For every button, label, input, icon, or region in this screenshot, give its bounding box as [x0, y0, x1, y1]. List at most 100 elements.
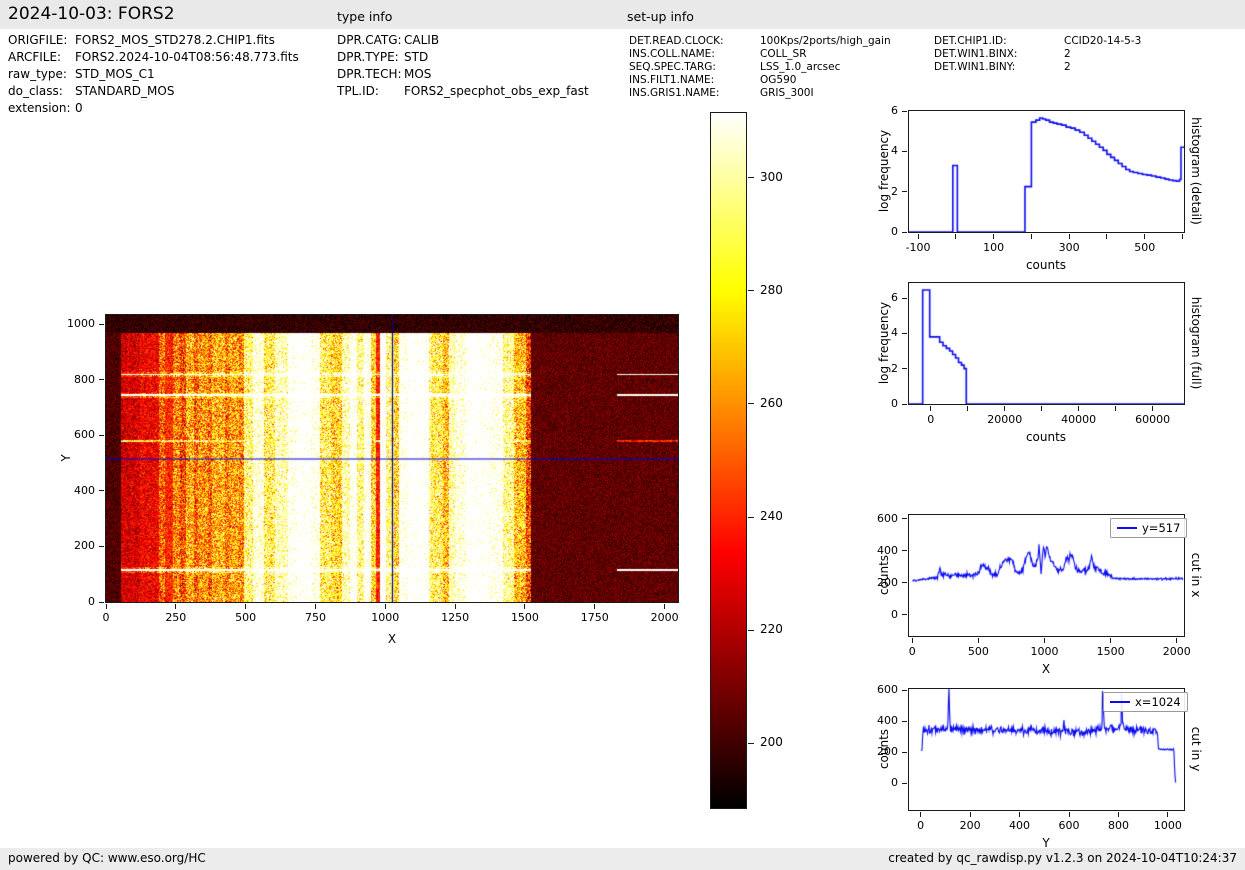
x-minor-tick-mark: [1041, 406, 1043, 411]
histogram-full-side-label: histogram (full): [1189, 296, 1203, 390]
histogram-detail-frame: [907, 109, 1185, 233]
colorbar-tick-mark: [748, 177, 754, 179]
cut-in-x-side-label: cut in x: [1189, 552, 1203, 598]
setup-info-value: 100Kps/2ports/high_gain: [760, 35, 891, 47]
file-info-value: FORS2_MOS_STD278.2.CHIP1.fits: [75, 33, 275, 47]
y-tick-label: 6: [891, 291, 898, 304]
raw-image-canvas: [105, 314, 678, 602]
cut-in-y-legend-label: x=1024: [1135, 695, 1181, 709]
colorbar-tick-label: 300: [760, 169, 783, 184]
colorbar-tick-label: 240: [760, 509, 783, 523]
x-tick-label: 60000: [1135, 413, 1171, 426]
setup-info-label: DET.CHIP1.ID:: [934, 35, 1007, 47]
y-tick-mark: [902, 614, 907, 616]
y-tick-mark: [99, 434, 104, 436]
x-tick-label: 800: [1107, 819, 1129, 832]
x-tick-mark: [911, 638, 913, 643]
y-tick-mark: [902, 231, 907, 233]
y-tick-mark: [902, 518, 907, 520]
cut-in-y-side-label: cut in y: [1189, 726, 1203, 772]
y-tick-label: 1000: [67, 317, 95, 331]
y-tick-label: 4: [891, 144, 898, 158]
x-tick-mark: [917, 234, 919, 239]
x-tick-label: 0: [917, 819, 925, 832]
y-tick-label: 2: [891, 184, 898, 198]
type-info-heading: type info: [337, 9, 393, 24]
y-tick-mark: [902, 110, 907, 112]
x-tick-label: 20000: [987, 413, 1023, 426]
footer-powered-by: powered by QC: www.eso.org/HC: [8, 851, 206, 865]
footer-created-by: created by qc_rawdisp.py v1.2.3 on 2024-…: [888, 851, 1237, 865]
y-tick-mark: [902, 403, 907, 405]
x-tick-mark: [1044, 638, 1046, 643]
y-tick-label: 800: [74, 372, 95, 386]
y-tick-label: 2: [891, 361, 898, 375]
setup-info-value: 2: [1064, 48, 1071, 60]
y-tick-label: 4: [891, 326, 898, 340]
y-tick-mark: [99, 490, 104, 492]
y-tick-mark: [902, 150, 907, 152]
x-tick-mark: [175, 604, 177, 609]
x-tick-label: -100: [905, 241, 931, 254]
type-info-label: DPR.TYPE:: [337, 50, 399, 64]
x-tick-mark: [454, 604, 456, 609]
x-tick-label: 2000: [1162, 645, 1191, 658]
raw-image-y-axis-label: Y: [59, 454, 73, 462]
x-tick-label: 1750: [580, 611, 609, 624]
type-info-value: MOS: [404, 67, 432, 81]
type-info-label: DPR.TECH:: [337, 67, 402, 81]
x-tick-mark: [594, 604, 596, 609]
x-tick-label: 0: [102, 611, 110, 624]
x-tick-label: 2000: [650, 611, 679, 624]
x-minor-tick-mark: [1115, 406, 1117, 411]
header-bar: [0, 0, 1245, 29]
x-tick-mark: [1152, 406, 1154, 411]
file-info-value: 0: [75, 101, 83, 115]
x-tick-mark: [993, 234, 995, 239]
y-tick-mark: [902, 297, 907, 299]
y-tick-label: 0: [891, 397, 898, 410]
setup-info-heading: set-up info: [627, 9, 694, 24]
setup-info-value: CCID20-14-5-3: [1064, 35, 1142, 47]
file-info-value: STANDARD_MOS: [75, 84, 175, 98]
x-tick-mark: [314, 604, 316, 609]
x-tick-label: 500: [235, 611, 257, 624]
colorbar-tick-label: 200: [760, 735, 783, 750]
x-tick-label: 250: [165, 611, 187, 624]
y-tick-label: 600: [877, 511, 898, 525]
y-tick-label: 0: [891, 607, 898, 621]
x-tick-mark: [1176, 638, 1178, 643]
x-tick-label: 1250: [441, 611, 470, 624]
x-minor-tick-mark: [1106, 234, 1108, 239]
raw-image-x-axis-label: X: [387, 632, 397, 646]
x-tick-label: 1000: [1153, 819, 1182, 832]
setup-info-label: DET.WIN1.BINX:: [934, 48, 1018, 60]
cut-in-y-legend: x=1024: [1103, 692, 1188, 712]
setup-info-label: INS.FILT1.NAME:: [629, 74, 715, 86]
cut-in-x-x-label: X: [1041, 662, 1051, 676]
file-info-value: STD_MOS_C1: [75, 67, 155, 81]
y-tick-label: 200: [74, 539, 95, 553]
colorbar-tick-mark: [748, 629, 754, 631]
y-tick-label: 400: [74, 483, 95, 497]
y-tick-mark: [902, 368, 907, 370]
colorbar-tick-mark: [748, 290, 754, 292]
raw-image-frame: [104, 313, 679, 603]
x-tick-label: 1000: [371, 611, 400, 624]
y-tick-label: 6: [891, 104, 898, 117]
y-tick-mark: [902, 550, 907, 552]
colorbar-tick-label: 260: [760, 395, 783, 410]
histogram-full-x-label: counts: [1025, 430, 1067, 444]
x-tick-label: 1000: [1030, 645, 1059, 658]
setup-info-value: COLL_SR: [760, 48, 807, 60]
y-tick-mark: [902, 191, 907, 193]
x-tick-mark: [1019, 812, 1021, 817]
setup-info-value: OG590: [760, 74, 797, 86]
x-minor-tick-mark: [967, 406, 969, 411]
setup-info-label: SEQ.SPEC.TARG:: [629, 61, 716, 73]
x-tick-label: 100: [983, 241, 1005, 254]
file-info-label: extension:: [8, 101, 71, 115]
x-tick-label: 1500: [510, 611, 539, 624]
x-tick-label: 1500: [1096, 645, 1125, 658]
y-tick-label: 400: [877, 714, 898, 728]
